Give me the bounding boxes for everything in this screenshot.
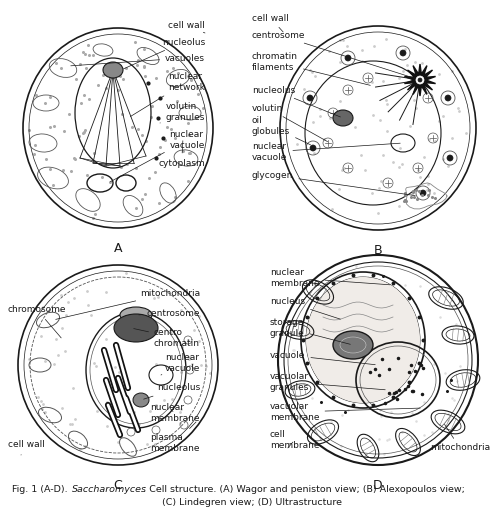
- Text: cell wall: cell wall: [252, 13, 289, 32]
- Text: nuclear
membrane: nuclear membrane: [270, 268, 390, 288]
- Ellipse shape: [103, 62, 123, 78]
- Ellipse shape: [120, 307, 152, 323]
- Ellipse shape: [133, 393, 149, 407]
- Text: volutin: volutin: [252, 104, 328, 142]
- Text: B: B: [373, 244, 383, 257]
- Text: C: C: [113, 479, 122, 492]
- Text: plasma
membrane: plasma membrane: [151, 422, 200, 453]
- Text: nuclear
vacuole: nuclear vacuole: [110, 130, 205, 182]
- Text: (C) Lindegren view; (D) Ultrastructure: (C) Lindegren view; (D) Ultrastructure: [162, 499, 342, 507]
- Text: cytoplasm: cytoplasm: [158, 141, 205, 168]
- Text: : Cell structure. (A) Wagor and peniston view; (B) Alexopoulos view;: : Cell structure. (A) Wagor and peniston…: [140, 485, 465, 495]
- Text: vacuolar
granules: vacuolar granules: [270, 373, 385, 392]
- Polygon shape: [404, 64, 435, 96]
- Text: chromatin
filaments: chromatin filaments: [252, 52, 370, 85]
- Text: centrosome: centrosome: [252, 31, 417, 79]
- Ellipse shape: [114, 314, 158, 342]
- Text: volutin
granules: volutin granules: [160, 102, 205, 123]
- Text: vacuolar
membrane: vacuolar membrane: [270, 402, 420, 422]
- Ellipse shape: [333, 110, 353, 126]
- Text: Saccharomyces: Saccharomyces: [72, 485, 147, 495]
- Text: vacuole: vacuole: [270, 351, 375, 365]
- Text: nuclear
vacuole: nuclear vacuole: [161, 353, 200, 375]
- Circle shape: [447, 155, 453, 161]
- Text: A: A: [114, 242, 122, 255]
- Text: D: D: [373, 479, 383, 492]
- Circle shape: [400, 50, 406, 56]
- Circle shape: [307, 95, 313, 101]
- Ellipse shape: [333, 331, 373, 359]
- Circle shape: [345, 55, 351, 61]
- Circle shape: [420, 190, 426, 196]
- Text: mitochondria: mitochondria: [430, 424, 490, 453]
- Text: vacuoles: vacuoles: [71, 54, 205, 66]
- Circle shape: [310, 145, 316, 151]
- Text: mitochondria: mitochondria: [56, 289, 200, 319]
- Text: nuclear
network: nuclear network: [131, 72, 205, 117]
- Circle shape: [445, 95, 451, 101]
- Text: nucleus: nucleus: [270, 297, 340, 319]
- Text: storage
granule: storage granule: [270, 318, 350, 344]
- Text: nuclear
membrane: nuclear membrane: [151, 403, 200, 423]
- Text: centrosome: centrosome: [139, 309, 200, 317]
- Text: Fig. 1 (A-D).: Fig. 1 (A-D).: [12, 485, 71, 495]
- Text: nucleolus: nucleolus: [123, 37, 205, 69]
- Text: nuclear
vacuole: nuclear vacuole: [252, 142, 400, 161]
- Text: nucleolus: nucleolus: [252, 85, 340, 117]
- Text: cell wall: cell wall: [168, 20, 205, 33]
- Text: centro
chromatin: centro chromatin: [134, 328, 200, 347]
- Circle shape: [418, 78, 422, 82]
- Text: cell wall: cell wall: [8, 440, 45, 455]
- Text: oil
globules: oil globules: [252, 117, 310, 145]
- Text: nucleolus: nucleolus: [144, 383, 200, 399]
- Circle shape: [416, 76, 424, 84]
- Text: glycogen: glycogen: [252, 171, 415, 196]
- Text: chromosome: chromosome: [8, 306, 67, 338]
- Text: cell
membrane: cell membrane: [270, 430, 320, 450]
- Ellipse shape: [306, 277, 420, 403]
